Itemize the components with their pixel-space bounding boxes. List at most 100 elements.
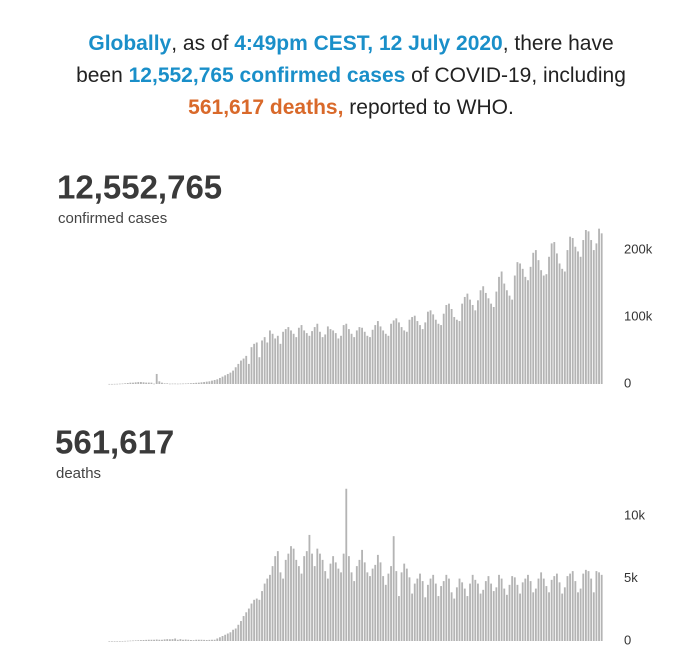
bar (311, 553, 313, 641)
bar (118, 641, 121, 642)
bar (563, 587, 566, 641)
bar (505, 290, 508, 384)
bar (253, 599, 256, 641)
bar (232, 629, 234, 641)
bar (305, 333, 308, 384)
bar (574, 581, 577, 641)
bar (421, 329, 424, 384)
bar (171, 639, 174, 641)
bar (187, 383, 190, 384)
bar (179, 383, 182, 385)
bar (242, 358, 245, 384)
bar (232, 370, 234, 384)
bar (258, 599, 261, 641)
bar (450, 309, 453, 384)
bar (279, 572, 282, 641)
bar (145, 639, 148, 641)
bar (126, 382, 129, 384)
bar (477, 300, 479, 384)
bar (442, 581, 445, 641)
bar (577, 592, 579, 641)
bar (527, 280, 529, 384)
bar (326, 326, 329, 384)
bar (284, 329, 287, 384)
bar (563, 271, 566, 384)
bar (192, 382, 195, 384)
bar (253, 343, 256, 384)
bar (124, 383, 127, 384)
bar (290, 330, 292, 384)
bar (150, 639, 153, 641)
bar (113, 641, 116, 642)
bar (579, 256, 582, 384)
bar (432, 314, 435, 384)
bar (382, 576, 385, 641)
bar (126, 640, 129, 642)
bar (171, 383, 174, 385)
bar (511, 299, 514, 384)
bar (392, 536, 395, 641)
bar (284, 559, 287, 641)
bar (184, 639, 187, 641)
bar (329, 329, 332, 384)
bar (584, 569, 587, 641)
bar (132, 640, 134, 642)
bar (234, 628, 237, 641)
bar (495, 587, 498, 641)
bar (521, 582, 524, 641)
bar (566, 250, 569, 384)
bar (390, 323, 392, 384)
bar (224, 634, 227, 641)
y-tick-label: 0 (624, 632, 631, 647)
bar (192, 640, 195, 641)
bar (376, 554, 379, 641)
y-tick-label: 100k (624, 308, 653, 323)
bar (234, 367, 237, 384)
bar (340, 335, 342, 384)
bar (111, 641, 113, 642)
bar (224, 375, 227, 384)
bar (316, 548, 319, 641)
bar (242, 616, 245, 641)
bar (503, 588, 506, 641)
bar (182, 383, 184, 385)
bar (384, 584, 387, 641)
bar (213, 639, 216, 641)
bar (113, 383, 116, 385)
bar (163, 639, 166, 641)
bar (508, 295, 511, 384)
bar (516, 584, 519, 641)
headline-segment: 12,552,765 confirmed cases (128, 64, 406, 87)
bar (466, 596, 469, 641)
bar (218, 637, 221, 641)
bar (282, 578, 285, 641)
bar (550, 243, 553, 384)
bar (274, 556, 277, 641)
bar (274, 338, 277, 384)
bar (240, 621, 242, 641)
bar (313, 327, 316, 384)
bar (319, 331, 321, 384)
bar (334, 562, 337, 641)
bar (271, 566, 274, 641)
bar (295, 337, 298, 384)
bar (319, 553, 321, 641)
bar (487, 576, 490, 641)
bar (245, 612, 248, 641)
bar (413, 315, 416, 384)
bar (321, 559, 324, 641)
bar (300, 573, 303, 641)
bar (590, 240, 593, 384)
bar (513, 275, 516, 384)
bar (221, 636, 224, 641)
bar (324, 571, 327, 641)
bar (492, 591, 495, 641)
bar (255, 342, 258, 384)
bar (577, 251, 579, 384)
bar (303, 556, 306, 641)
bar (332, 330, 335, 384)
bar (332, 556, 335, 641)
bar (158, 381, 161, 384)
bar (168, 383, 171, 385)
